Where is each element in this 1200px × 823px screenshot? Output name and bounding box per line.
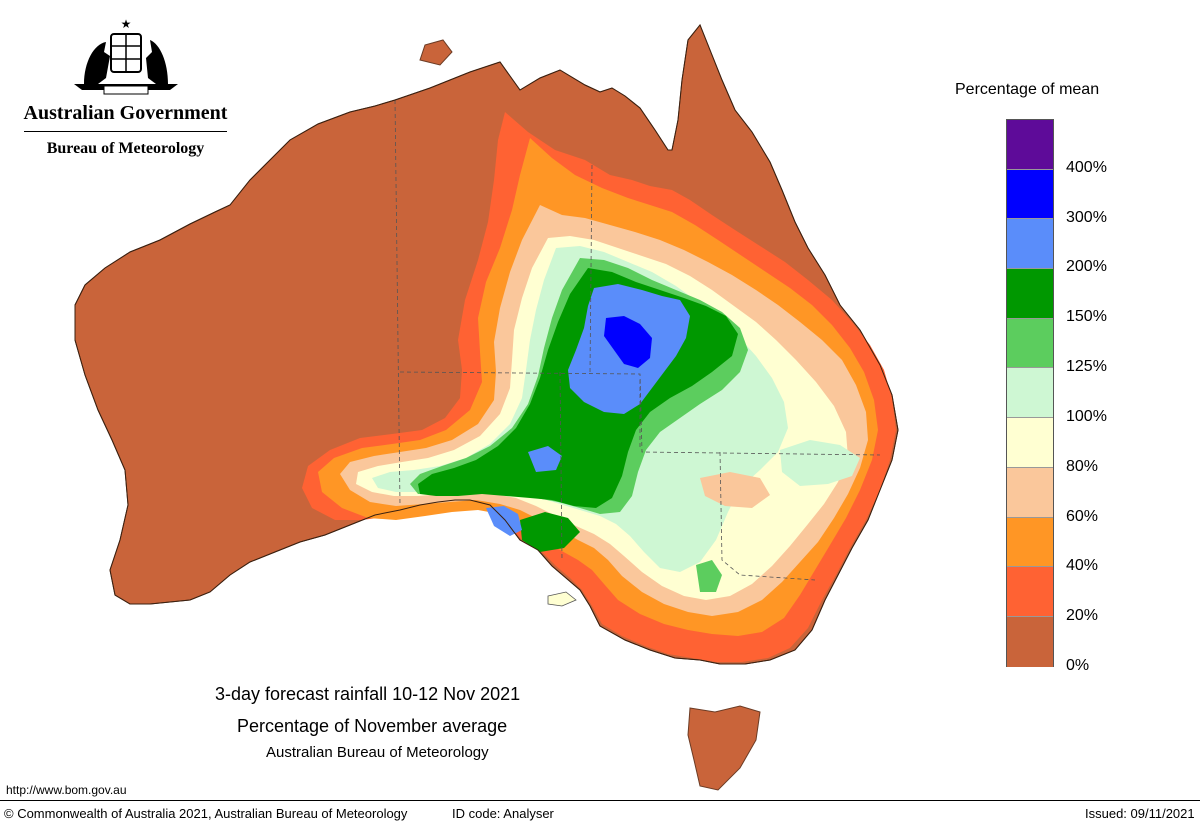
copyright-text: © Commonwealth of Australia 2021, Austra…	[4, 806, 408, 821]
legend-swatch	[1007, 517, 1053, 568]
zone-150-200-south	[520, 512, 580, 552]
state-borders	[394, 99, 881, 581]
legend-tick-label: 200%	[1066, 258, 1107, 276]
legend-swatch	[1007, 368, 1053, 419]
legend-title: Percentage of mean	[955, 81, 1100, 98]
website-link[interactable]: http://www.bom.gov.au	[6, 783, 127, 797]
legend-tick-label: 125%	[1066, 358, 1107, 376]
zone-300-400	[604, 316, 652, 368]
zone-100-125-east	[780, 440, 860, 486]
legend-swatch	[1007, 467, 1053, 518]
legend-swatch	[1007, 616, 1053, 667]
issued-date: Issued: 09/11/2021	[1085, 806, 1195, 821]
legend-tick-label: 300%	[1066, 208, 1107, 226]
zone-125-150-south	[696, 560, 722, 592]
legend-tick-label: 20%	[1066, 607, 1099, 625]
zone-200-300-sw	[486, 506, 522, 536]
zone-60-80-inland	[700, 472, 770, 508]
zone-200-300-mid	[528, 446, 562, 472]
tasmania	[687, 705, 761, 791]
map-source: Australian Bureau of Meteorology	[266, 744, 489, 761]
legend-swatch	[1007, 418, 1053, 468]
footer-divider	[0, 800, 1200, 801]
coat-of-arms-icon: ★	[73, 18, 178, 95]
kangaroo-island	[547, 591, 577, 607]
legend-swatch	[1007, 567, 1053, 617]
legend-color-bar	[1006, 119, 1054, 667]
map-subtitle: Percentage of November average	[237, 716, 508, 736]
legend-tick-label: 0%	[1066, 657, 1090, 674]
legend-tick-label: 100%	[1066, 407, 1107, 425]
legend-swatch	[1007, 219, 1053, 270]
logo-divider	[24, 131, 227, 132]
legend-swatch	[1007, 120, 1053, 170]
legend-swatch	[1007, 318, 1053, 369]
government-logo: ★ Australian Government Bureau of Meteor…	[18, 18, 233, 158]
legend-tick-label: 400%	[1066, 158, 1107, 176]
agency-name: Bureau of Meteorology	[46, 140, 205, 157]
coastline	[74, 24, 899, 665]
legend-tick-label: 40%	[1066, 557, 1099, 575]
map-title: 3-day forecast rainfall 10-12 Nov 2021	[215, 684, 521, 704]
svg-text:★: ★	[120, 18, 131, 31]
government-name: Australian Government	[23, 102, 228, 124]
legend-tick-label: 80%	[1066, 457, 1099, 475]
legend-tick-label: 60%	[1066, 507, 1099, 525]
id-code: ID code: Analyser	[452, 806, 554, 821]
legend-tick-label: 150%	[1066, 308, 1107, 326]
legend-swatch	[1007, 269, 1053, 319]
legend-swatch	[1007, 169, 1053, 220]
